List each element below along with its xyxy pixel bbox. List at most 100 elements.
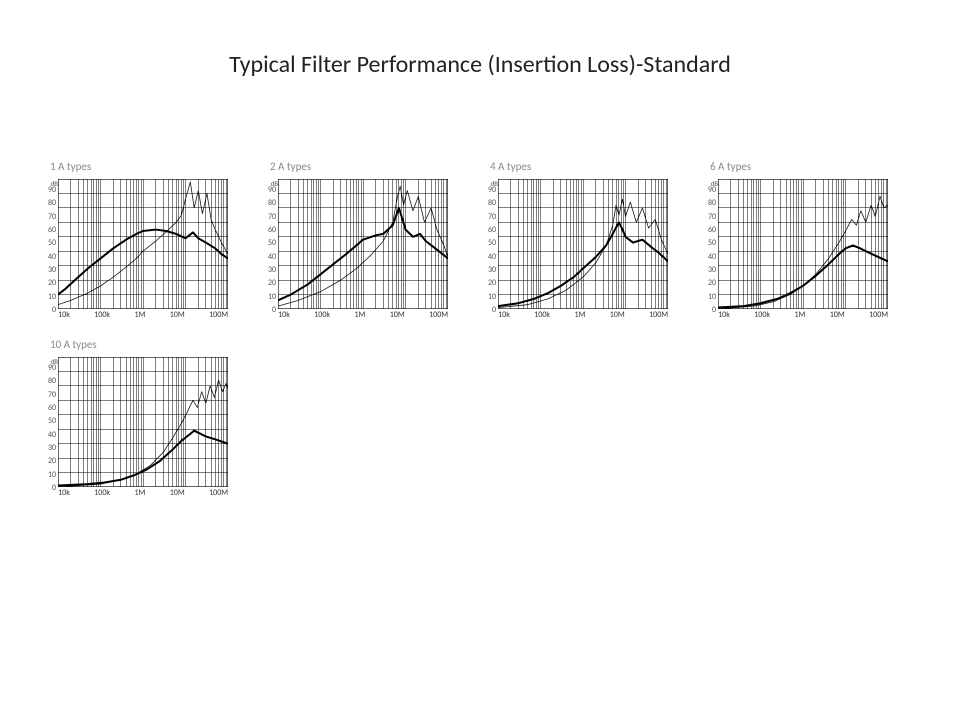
chart-plot (278, 179, 448, 309)
x-tick-label: 10M (390, 310, 405, 320)
x-axis-labels: 10k 100k 1M 10M 100M (718, 310, 888, 320)
chart-plot (58, 179, 228, 309)
y-axis-labels: 9080706050403020100 (488, 185, 498, 315)
panel-title: 6 A types (710, 160, 898, 173)
panel-title: 10 A types (50, 338, 238, 351)
x-tick-label: 100M (209, 310, 228, 320)
y-tick-label: 90 (488, 185, 496, 195)
x-tick-label: 10M (610, 310, 625, 320)
panel-title: 2 A types (270, 160, 458, 173)
panel-title: 1 A types (50, 160, 238, 173)
grid-lines (58, 357, 228, 487)
x-axis-labels: 10k100k1M10M100M (58, 488, 228, 498)
y-tick-label: 10 (48, 292, 56, 302)
y-tick-label: 40 (708, 252, 716, 262)
y-tick-label: 50 (708, 238, 716, 248)
y-tick-label: 80 (48, 198, 56, 208)
y-tick-label: 30 (268, 265, 276, 275)
x-axis-labels: 10k 100k 1M 10M 100M (278, 310, 448, 320)
y-tick-label: 60 (268, 225, 276, 235)
chart-panel: 10 A typesdB908070605040302010010k100k1M… (48, 338, 238, 498)
x-tick-label: 10k (58, 488, 70, 498)
y-tick-label: 0 (712, 305, 716, 315)
y-tick-label: 10 (268, 292, 276, 302)
y-tick-label: 0 (52, 483, 56, 493)
y-tick-label: 0 (272, 305, 276, 315)
y-axis-labels: 9080706050403020100 (708, 185, 718, 315)
y-tick-label: 80 (268, 198, 276, 208)
y-tick-label: 10 (48, 470, 56, 480)
y-tick-label: 20 (268, 278, 276, 288)
x-tick-label: 10M (170, 488, 185, 498)
x-tick-label: 1M (134, 310, 145, 320)
y-tick-label: 90 (268, 185, 276, 195)
y-tick-label: 20 (48, 278, 56, 288)
x-tick-label: 100k (314, 310, 330, 320)
x-tick-label: 1M (794, 310, 805, 320)
x-tick-label: 10k (278, 310, 290, 320)
y-tick-label: 50 (488, 238, 496, 248)
x-tick-label: 1M (354, 310, 365, 320)
y-tick-label: 50 (268, 238, 276, 248)
y-tick-label: 60 (708, 225, 716, 235)
chart-plot (58, 357, 228, 487)
y-tick-label: 30 (488, 265, 496, 275)
y-tick-label: 90 (708, 185, 716, 195)
y-tick-label: 70 (48, 212, 56, 222)
chart-plot (498, 179, 668, 309)
y-tick-label: 0 (492, 305, 496, 315)
x-axis-labels: 10k 100k 1M 10M 100M (58, 310, 228, 320)
y-tick-label: 30 (48, 265, 56, 275)
y-tick-label: 40 (48, 430, 56, 440)
y-tick-label: 0 (52, 305, 56, 315)
page-title: Typical Filter Performance (Insertion Lo… (0, 50, 960, 79)
chart-panel: 1 A typesdB908070605040302010010k100k1M1… (48, 160, 238, 320)
x-tick-label: 100M (649, 310, 668, 320)
x-tick-label: 10k (718, 310, 730, 320)
y-tick-label: 70 (268, 212, 276, 222)
x-tick-label: 100M (429, 310, 448, 320)
x-axis-labels: 10k 100k 1M 10M 100M (498, 310, 668, 320)
y-axis-labels: 90 80 70 60 50 40 30 20 10 0 (48, 185, 58, 315)
y-tick-label: 70 (708, 212, 716, 222)
y-tick-label: 20 (488, 278, 496, 288)
x-tick-label: 100k (754, 310, 770, 320)
y-tick-label: 80 (488, 198, 496, 208)
y-tick-label: 60 (488, 225, 496, 235)
chart-grid: 1 A typesdB908070605040302010010k100k1M1… (48, 160, 918, 498)
y-tick-label: 80 (708, 198, 716, 208)
x-tick-label: 100k (534, 310, 550, 320)
y-tick-label: 90 (48, 363, 56, 373)
x-tick-label: 100k (94, 310, 110, 320)
y-tick-label: 50 (48, 416, 56, 426)
grid-lines (58, 179, 228, 309)
panel-title: 4 A types (490, 160, 678, 173)
x-tick-label: 10M (170, 310, 185, 320)
y-tick-label: 40 (48, 252, 56, 262)
x-tick-label: 1M (134, 488, 145, 498)
y-tick-label: 60 (48, 225, 56, 235)
grid-lines (718, 179, 888, 309)
y-tick-label: 80 (48, 376, 56, 386)
y-tick-label: 90 (48, 185, 56, 195)
y-tick-label: 40 (488, 252, 496, 262)
x-tick-label: 10k (498, 310, 510, 320)
y-tick-label: 40 (268, 252, 276, 262)
x-tick-label: 1M (574, 310, 585, 320)
grid-lines (498, 179, 668, 309)
chart-panel: 2 A typesdB908070605040302010010k100k1M1… (268, 160, 458, 320)
y-axis-labels: 9080706050403020100 (48, 363, 58, 493)
x-tick-label: 100M (209, 488, 228, 498)
y-tick-label: 30 (48, 443, 56, 453)
x-tick-label: 10M (830, 310, 845, 320)
x-tick-label: 10k (58, 310, 70, 320)
y-tick-label: 10 (708, 292, 716, 302)
y-tick-label: 10 (488, 292, 496, 302)
chart-plot (718, 179, 888, 309)
chart-panel: 6 A typesdB908070605040302010010k100k1M1… (708, 160, 898, 320)
y-tick-label: 20 (48, 456, 56, 466)
y-tick-label: 30 (708, 265, 716, 275)
y-tick-label: 70 (48, 390, 56, 400)
y-tick-label: 50 (48, 238, 56, 248)
x-tick-label: 100M (869, 310, 888, 320)
